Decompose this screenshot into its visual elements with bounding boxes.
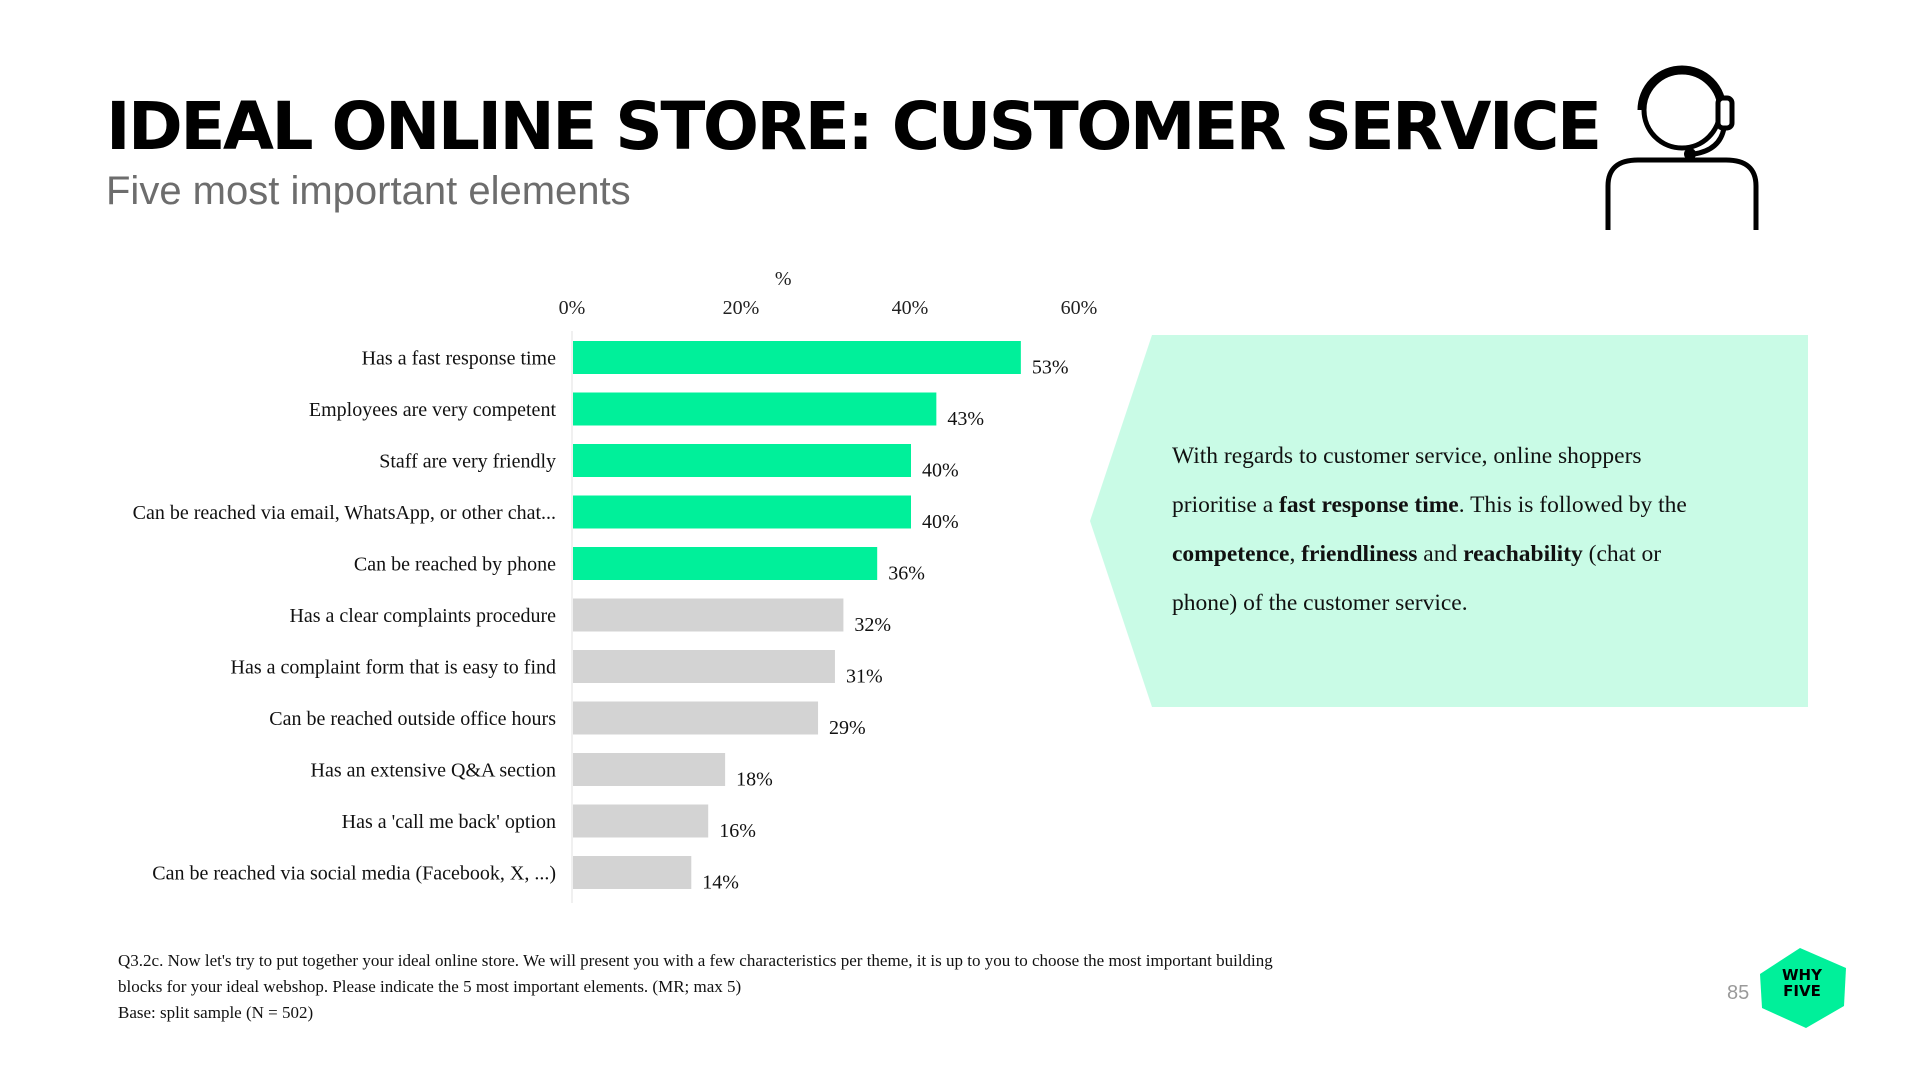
data-label: 36% (888, 563, 925, 585)
emphasis-text: fast response time (1279, 492, 1459, 518)
bar-chart: % 0% 20% 40% 60% Has a fast response time 53% E… (133, 268, 1098, 903)
bar (573, 444, 911, 477)
footnote-line: Base: split sample (N = 502) (118, 1003, 314, 1022)
page-number: 85 (1727, 982, 1750, 1004)
category-label: Has a clear complaints procedure (289, 605, 556, 627)
tick-label: 60% (1061, 297, 1098, 319)
summary-callout: With regards to customer service, online… (1090, 335, 1810, 707)
tick-label: 0% (559, 297, 586, 319)
customer-service-headset-icon (1605, 65, 1759, 230)
callout-background (1090, 335, 1808, 707)
category-label: Employees are very competent (309, 399, 557, 421)
page-title: IDEAL ONLINE STORE: CUSTOMER SERVICE (106, 88, 1602, 165)
category-label: Has a fast response time (362, 348, 557, 370)
logo-text-bottom: FIVE (1783, 982, 1821, 1000)
data-label: 32% (854, 614, 891, 636)
data-label: 29% (829, 717, 866, 739)
logo-text-top: WHY (1782, 966, 1822, 984)
data-label: 18% (736, 769, 773, 791)
callout-line: prioritise a fast response time. This is… (1172, 492, 1687, 518)
emphasis-text: competence (1172, 541, 1290, 567)
bar (573, 341, 1021, 374)
bar (573, 856, 692, 889)
category-label: Can be reached via social media (Faceboo… (152, 863, 556, 885)
category-label: Has an extensive Q&A section (311, 760, 557, 782)
emphasis-text: friendliness (1301, 541, 1418, 567)
callout-text: With regards to customer service, online… (1172, 432, 1762, 628)
category-label: Has a complaint form that is easy to fin… (231, 657, 556, 679)
callout-line: competence, friendliness and reachabilit… (1172, 541, 1662, 567)
bar (573, 804, 709, 838)
category-label: Can be reached by phone (354, 554, 556, 576)
why-five-logo: WHY FIVE (1756, 944, 1848, 1030)
data-label: 43% (947, 408, 984, 430)
bar (573, 753, 726, 786)
bar (573, 495, 911, 529)
axis-title: % (775, 268, 792, 290)
category-label: Staff are very friendly (379, 451, 556, 473)
footnote-line: blocks for your ideal webshop. Please in… (118, 977, 742, 996)
question-footnote: Q3.2c. Now let's try to put together you… (118, 948, 1518, 1026)
callout-line: phone) of the customer service. (1172, 590, 1468, 616)
category-label: Can be reached outside office hours (269, 708, 556, 730)
data-label: 31% (846, 666, 883, 688)
bar (573, 650, 835, 683)
footnote-line: Q3.2c. Now let's try to put together you… (118, 951, 1273, 970)
logo-hexagon (1760, 948, 1846, 1028)
callout-line: With regards to customer service, online… (1172, 443, 1642, 469)
emphasis-text: reachability (1463, 541, 1583, 567)
data-label: 14% (702, 872, 739, 894)
category-label: Has a 'call me back' option (342, 811, 556, 833)
category-label: Can be reached via email, WhatsApp, or o… (133, 502, 556, 524)
data-label: 53% (1032, 357, 1069, 379)
bar (573, 701, 819, 735)
tick-label: 40% (892, 297, 929, 319)
bar (573, 547, 878, 580)
page-subtitle: Five most important elements (106, 169, 631, 213)
data-label: 40% (922, 511, 959, 533)
bar (573, 598, 844, 632)
bar (573, 392, 937, 426)
data-label: 16% (719, 820, 756, 842)
tick-label: 20% (723, 297, 760, 319)
data-label: 40% (922, 460, 959, 482)
